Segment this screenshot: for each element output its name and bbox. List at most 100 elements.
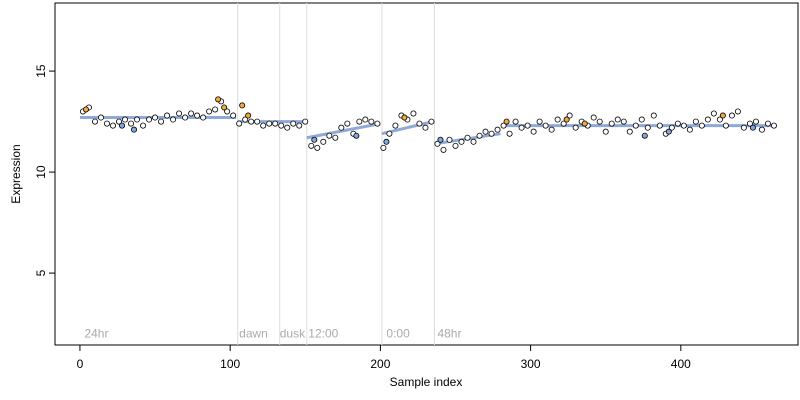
point (674, 120, 681, 127)
point (158, 118, 165, 125)
point (764, 120, 771, 127)
point (290, 120, 297, 127)
point (115, 118, 122, 125)
point (749, 124, 756, 131)
point (686, 126, 693, 133)
point (542, 122, 549, 129)
point (560, 120, 567, 127)
point (512, 118, 519, 125)
point (704, 116, 711, 123)
point (452, 142, 459, 149)
point (614, 116, 621, 123)
point (200, 114, 207, 121)
point (596, 118, 603, 125)
point (572, 124, 579, 131)
point (383, 138, 390, 145)
point (530, 128, 537, 135)
point (503, 118, 510, 125)
point (602, 128, 609, 135)
point (302, 118, 309, 125)
point (170, 116, 177, 123)
point (215, 96, 222, 103)
point (716, 116, 723, 123)
point (296, 122, 303, 129)
point (380, 144, 387, 151)
point (746, 120, 753, 127)
point (482, 128, 489, 135)
point (626, 128, 633, 135)
point (311, 136, 318, 143)
annotation: 24hr (84, 327, 108, 341)
x-tick-label: 0 (77, 357, 84, 371)
y-tick-label: 15 (34, 64, 48, 78)
point (353, 132, 360, 139)
point (188, 110, 195, 117)
point (563, 116, 570, 123)
point (242, 116, 249, 123)
point (206, 108, 213, 115)
point (356, 118, 363, 125)
point (536, 118, 543, 125)
point (118, 122, 125, 129)
point (437, 136, 444, 143)
point (638, 116, 645, 123)
point (740, 124, 747, 131)
point (82, 106, 89, 113)
point (719, 112, 726, 119)
point (140, 122, 147, 129)
point (650, 112, 657, 119)
point (97, 114, 104, 121)
point (500, 122, 507, 129)
point (722, 122, 729, 129)
point (476, 132, 483, 139)
point (362, 116, 369, 123)
point (665, 128, 672, 135)
point (632, 122, 639, 129)
point (410, 110, 417, 117)
point (524, 122, 531, 129)
point (590, 114, 597, 121)
point (272, 120, 279, 127)
fit-line (306, 122, 381, 140)
point (194, 112, 201, 119)
plot-frame (54, 2, 799, 346)
point (248, 118, 255, 125)
point (260, 122, 267, 129)
point (176, 110, 183, 117)
annotation: dusk (280, 327, 306, 341)
point (146, 116, 153, 123)
point (566, 112, 573, 119)
x-tick-label: 400 (671, 357, 691, 371)
point (464, 134, 471, 141)
point (278, 122, 285, 129)
point (758, 126, 765, 133)
point (458, 138, 465, 145)
point (230, 112, 237, 119)
point (212, 106, 219, 113)
point (308, 142, 315, 149)
x-tick-label: 300 (521, 357, 541, 371)
point (374, 120, 381, 127)
point (326, 132, 333, 139)
x-tick-label: 100 (220, 357, 240, 371)
point (182, 114, 189, 121)
point (338, 124, 345, 131)
point (620, 118, 627, 125)
point (152, 114, 159, 121)
point (224, 108, 231, 115)
point (109, 122, 116, 129)
point (656, 122, 663, 129)
x-tick-label: 200 (370, 357, 390, 371)
point (446, 136, 453, 143)
point (581, 120, 588, 127)
point (245, 112, 252, 119)
annotation: dawn (239, 327, 268, 341)
point (314, 144, 321, 151)
point (680, 122, 687, 129)
point (698, 122, 705, 129)
point (428, 118, 435, 125)
point (91, 118, 98, 125)
y-axis-label: Expression (9, 144, 23, 203)
